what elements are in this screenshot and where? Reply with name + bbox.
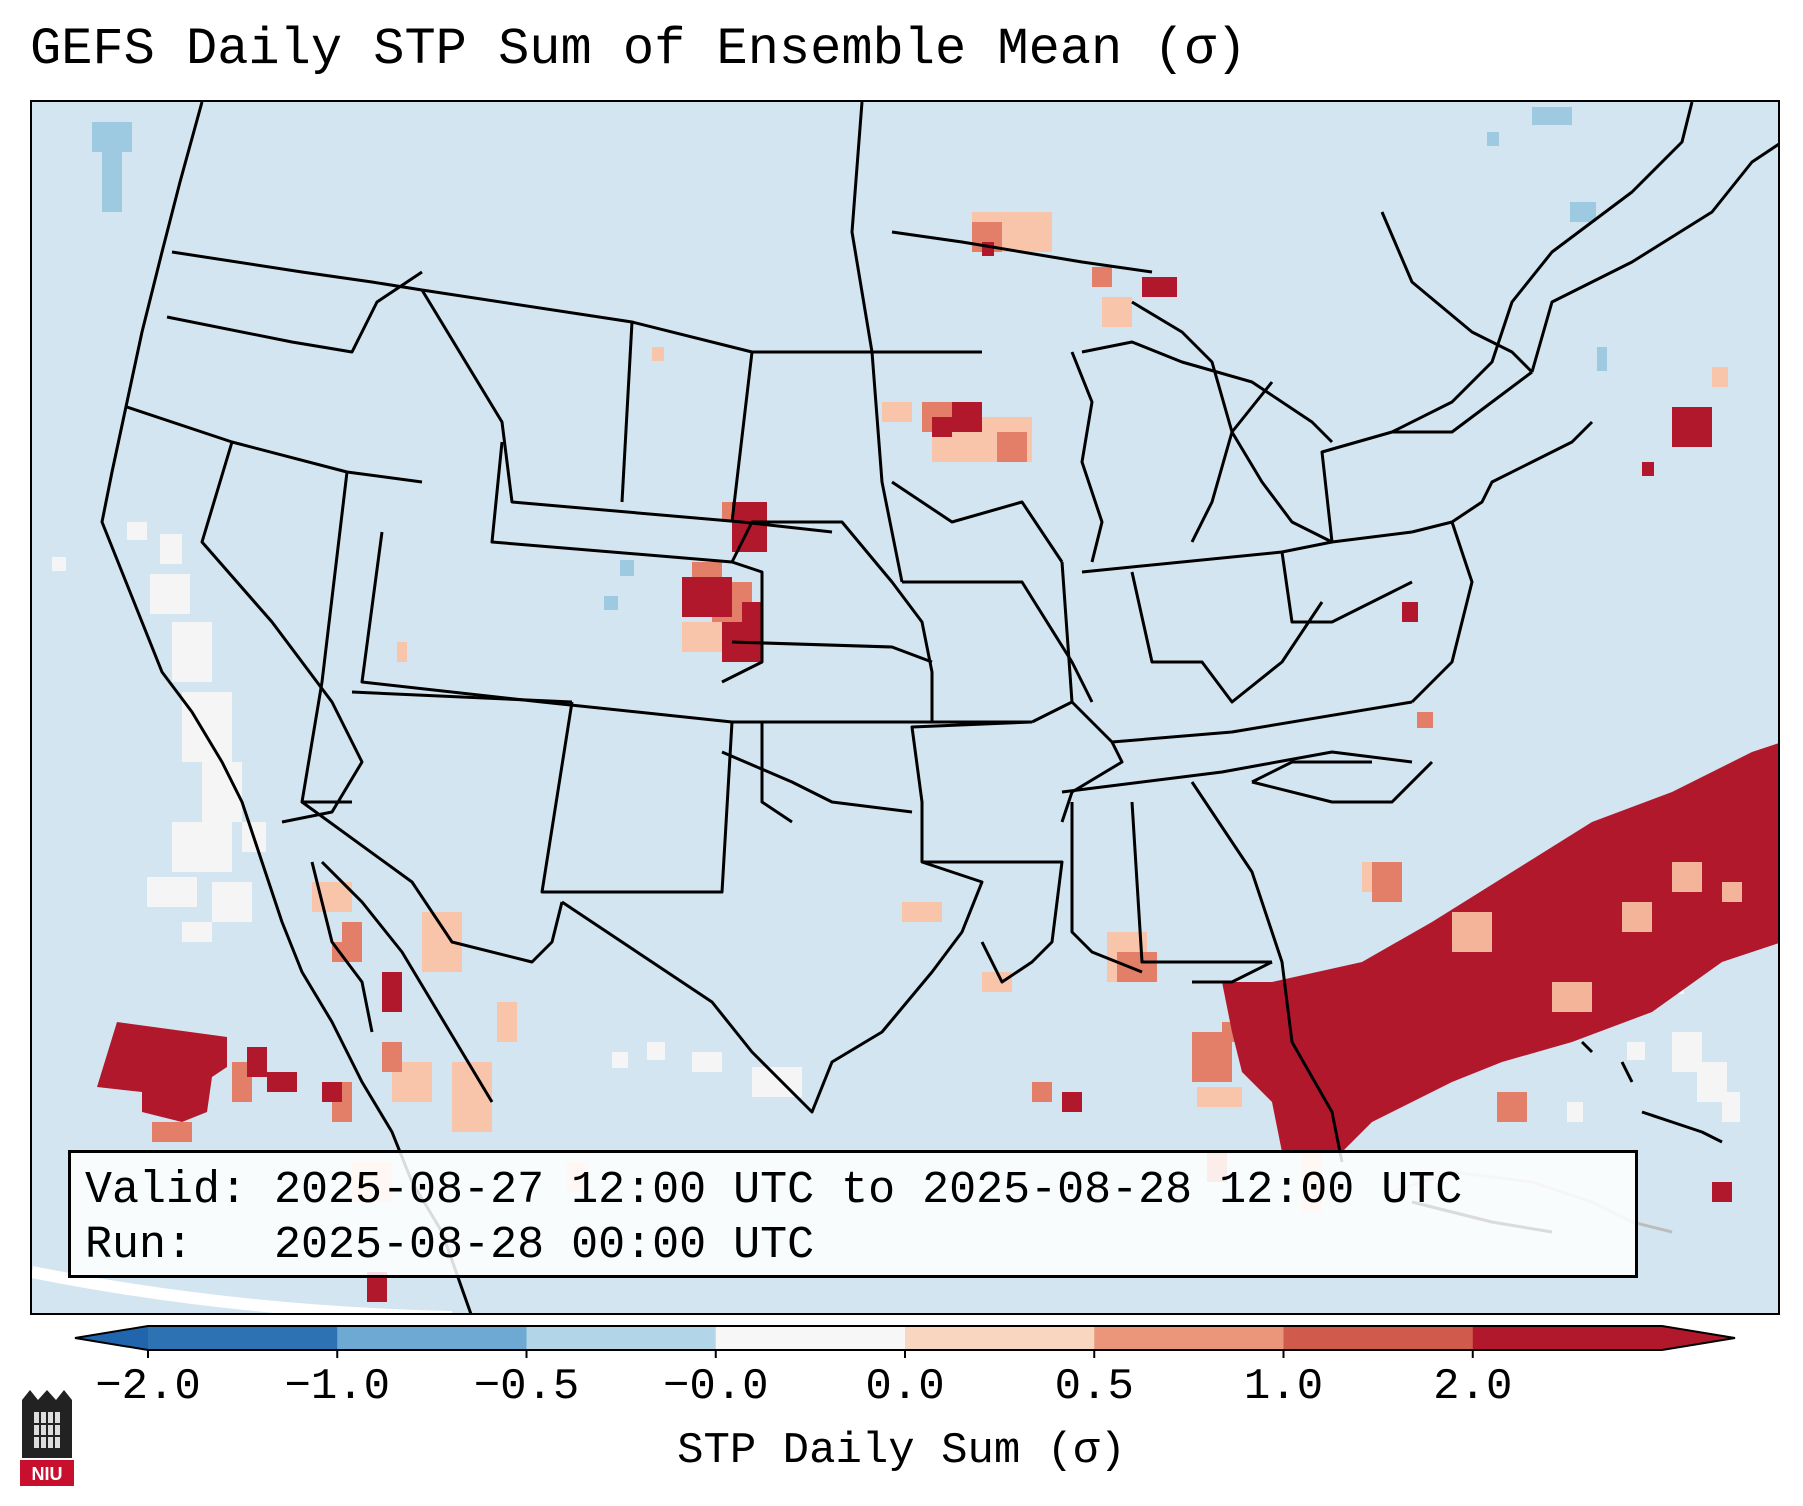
colorbar-tick-label: 2.0 (1433, 1362, 1513, 1412)
logo-text: NIU (32, 1464, 63, 1484)
colorbar-segment (1472, 1326, 1663, 1350)
colorbar-extend-low (75, 1326, 148, 1350)
run-time-text: Run: 2025-08-28 00:00 UTC (85, 1220, 815, 1271)
projection-edge (32, 1266, 453, 1313)
chart-title: GEFS Daily STP Sum of Ensemble Mean (σ) (30, 20, 1247, 79)
borders (100, 102, 1778, 1313)
colorbar-tick-label: −0.0 (662, 1362, 769, 1412)
colorbar-tick-label: 0.0 (865, 1362, 945, 1412)
colorbar-segment (148, 1326, 338, 1350)
colorbar-extend-high (1662, 1326, 1735, 1350)
colorbar-tick-label: 1.0 (1243, 1362, 1324, 1412)
valid-time-text: Valid: 2025-08-27 12:00 UTC to 2025-08-2… (85, 1165, 1463, 1216)
colorbar-tick-label: −0.5 (473, 1362, 580, 1412)
colorbar-segment (1283, 1326, 1474, 1350)
colorbar-label: STP Daily Sum (σ) (677, 1426, 1126, 1476)
map-panel[interactable]: Valid: 2025-08-27 12:00 UTC to 2025-08-2… (30, 100, 1780, 1315)
neutral-cells-pacific (52, 522, 266, 942)
colorbar-segment (526, 1326, 717, 1350)
colorbar-tick-label: −2.0 (95, 1362, 201, 1412)
niu-logo: NIU (20, 1390, 74, 1486)
light-positive-cells (312, 212, 1728, 1212)
negative-cells (92, 107, 1607, 610)
colorbar-tick-label: 0.5 (1054, 1362, 1134, 1412)
colorbar-segment (715, 1326, 906, 1350)
band-light-spots (1452, 862, 1742, 1012)
valid-run-info-box: Valid: 2025-08-27 12:00 UTC to 2025-08-2… (68, 1150, 1638, 1278)
colorbar-segment (337, 1326, 527, 1350)
dark-positive-cells (97, 242, 1778, 1302)
colorbar (74, 1325, 1736, 1358)
colorbar-segment (905, 1326, 1095, 1350)
colorbar-tick-label: −1.0 (284, 1362, 391, 1412)
colorbar-segment (1094, 1326, 1284, 1350)
